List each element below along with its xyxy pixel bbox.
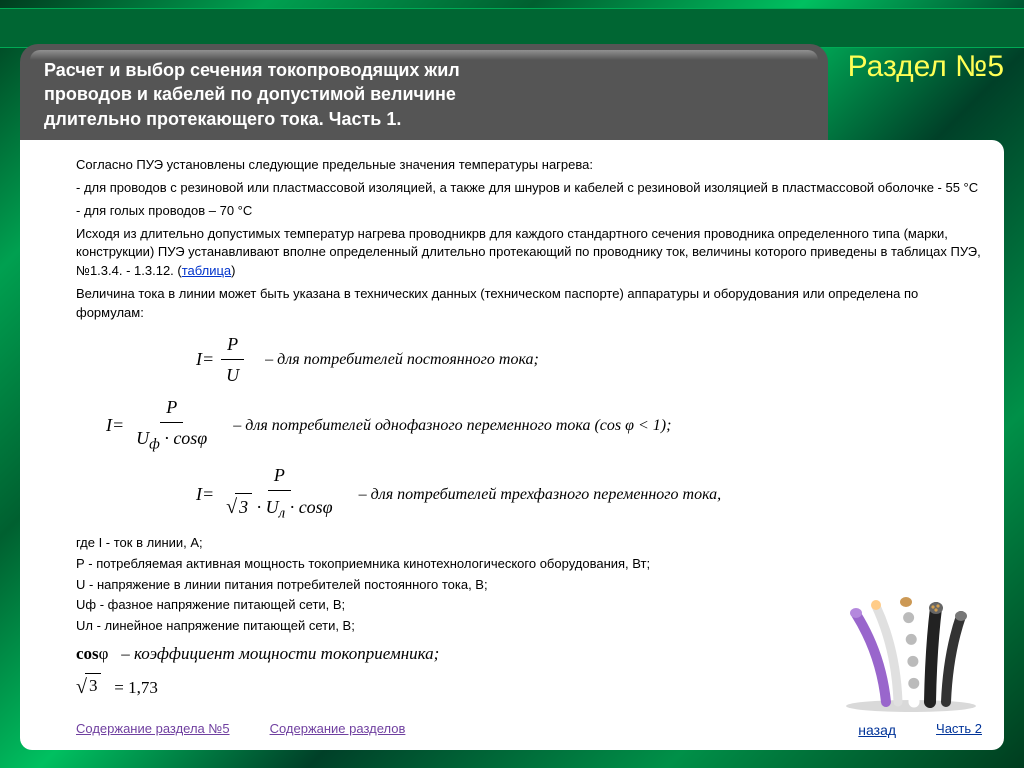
cables-illustration (836, 594, 986, 714)
section-number: Раздел №5 (848, 44, 1004, 84)
title-line-1: Расчет и выбор сечения токопроводящих жи… (44, 60, 460, 80)
footer: Содержание раздела №5 Содержание раздело… (76, 720, 982, 740)
top-bar: Расчет и выбор сечения токопроводящих жи… (20, 44, 1004, 147)
para-pue: Исходя из длительно допустимых температу… (76, 225, 982, 282)
table-link[interactable]: таблица (182, 263, 231, 278)
def-I: где I - ток в линии, А; (76, 534, 982, 553)
formula-single-desc: – для потребителей однофазного переменно… (233, 414, 671, 437)
page-title: Расчет и выбор сечения токопроводящих жи… (20, 44, 828, 147)
def-P: Р - потребляемая активная мощность токоп… (76, 555, 982, 574)
para-pue-text-b: ) (231, 263, 235, 278)
formula-three-phase: I = P3 · Uл · cosφ – для потребителей тр… (196, 462, 982, 525)
title-line-3: длительно протекающего тока. Часть 1. (44, 109, 401, 129)
nav-back-link[interactable]: назад (858, 720, 896, 740)
link-all-contents[interactable]: Содержание разделов (270, 720, 406, 739)
def-sqrt3-val: = 1,73 (114, 678, 158, 697)
footer-left: Содержание раздела №5 Содержание раздело… (76, 720, 405, 739)
formula-dc: I = PU – для потребителей постоянного то… (196, 331, 982, 388)
formula-single-phase: I = PUф · cosφ – для потребителей однофа… (106, 394, 982, 456)
para-intro: Согласно ПУЭ установлены следующие преде… (76, 156, 982, 175)
content-panel: Согласно ПУЭ установлены следующие преде… (20, 140, 1004, 750)
nav-part2-link[interactable]: Часть 2 (936, 720, 982, 739)
para-rubber: - для проводов с резиновой или пластмасс… (76, 179, 982, 198)
def-U: U - напряжение в линии питания потребите… (76, 576, 982, 595)
formulas-block: I = PU – для потребителей постоянного то… (196, 331, 982, 526)
para-formula-intro: Величина тока в линии может быть указана… (76, 285, 982, 323)
formula-dc-desc: – для потребителей постоянного тока; (265, 348, 539, 371)
para-bare: - для голых проводов – 70 °С (76, 202, 982, 221)
link-section-contents[interactable]: Содержание раздела №5 (76, 720, 230, 739)
header-strip (0, 8, 1024, 48)
def-cosphi-text: – коэффициент мощности токоприемника; (121, 644, 439, 663)
formula-three-desc: – для потребителей трехфазного переменно… (359, 483, 722, 506)
title-line-2: проводов и кабелей по допустимой величин… (44, 84, 456, 104)
